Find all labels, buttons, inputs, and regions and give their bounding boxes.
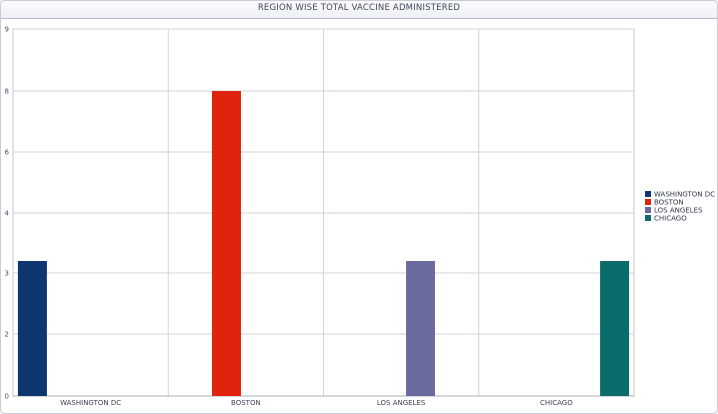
y-tick-label: 0 [5,393,9,401]
y-tick-label: 9 [5,26,9,34]
x-tick-label: BOSTON [231,399,261,407]
x-tick-label: CHICAGO [540,399,573,407]
legend-swatch [645,199,651,205]
chart-title: REGION WISE TOTAL VACCINE ADMINISTERED [257,3,461,13]
bar-chicago [600,261,630,396]
bar-boston [211,91,241,396]
chart-titlebar: REGION WISE TOTAL VACCINE ADMINISTERED [1,1,717,19]
legend-swatch [645,191,651,197]
legend-label: BOSTON [654,199,684,207]
bar-los-angeles [406,261,436,396]
legend-swatch [645,207,651,213]
bar-washington-dc [17,261,47,396]
y-tick-label: 3 [5,270,9,278]
legend-label: CHICAGO [654,215,687,223]
legend-swatch [645,215,651,221]
y-tick-label: 8 [5,88,9,96]
x-tick-label: LOS ANGELES [377,399,426,407]
y-tick-label: 4 [5,210,10,218]
legend-label: WASHINGTON DC [654,191,715,199]
legend-label: LOS ANGELES [654,207,703,215]
y-tick-label: 2 [5,331,9,339]
y-tick-label: 6 [5,149,10,157]
x-tick-label: WASHINGTON DC [60,399,121,407]
